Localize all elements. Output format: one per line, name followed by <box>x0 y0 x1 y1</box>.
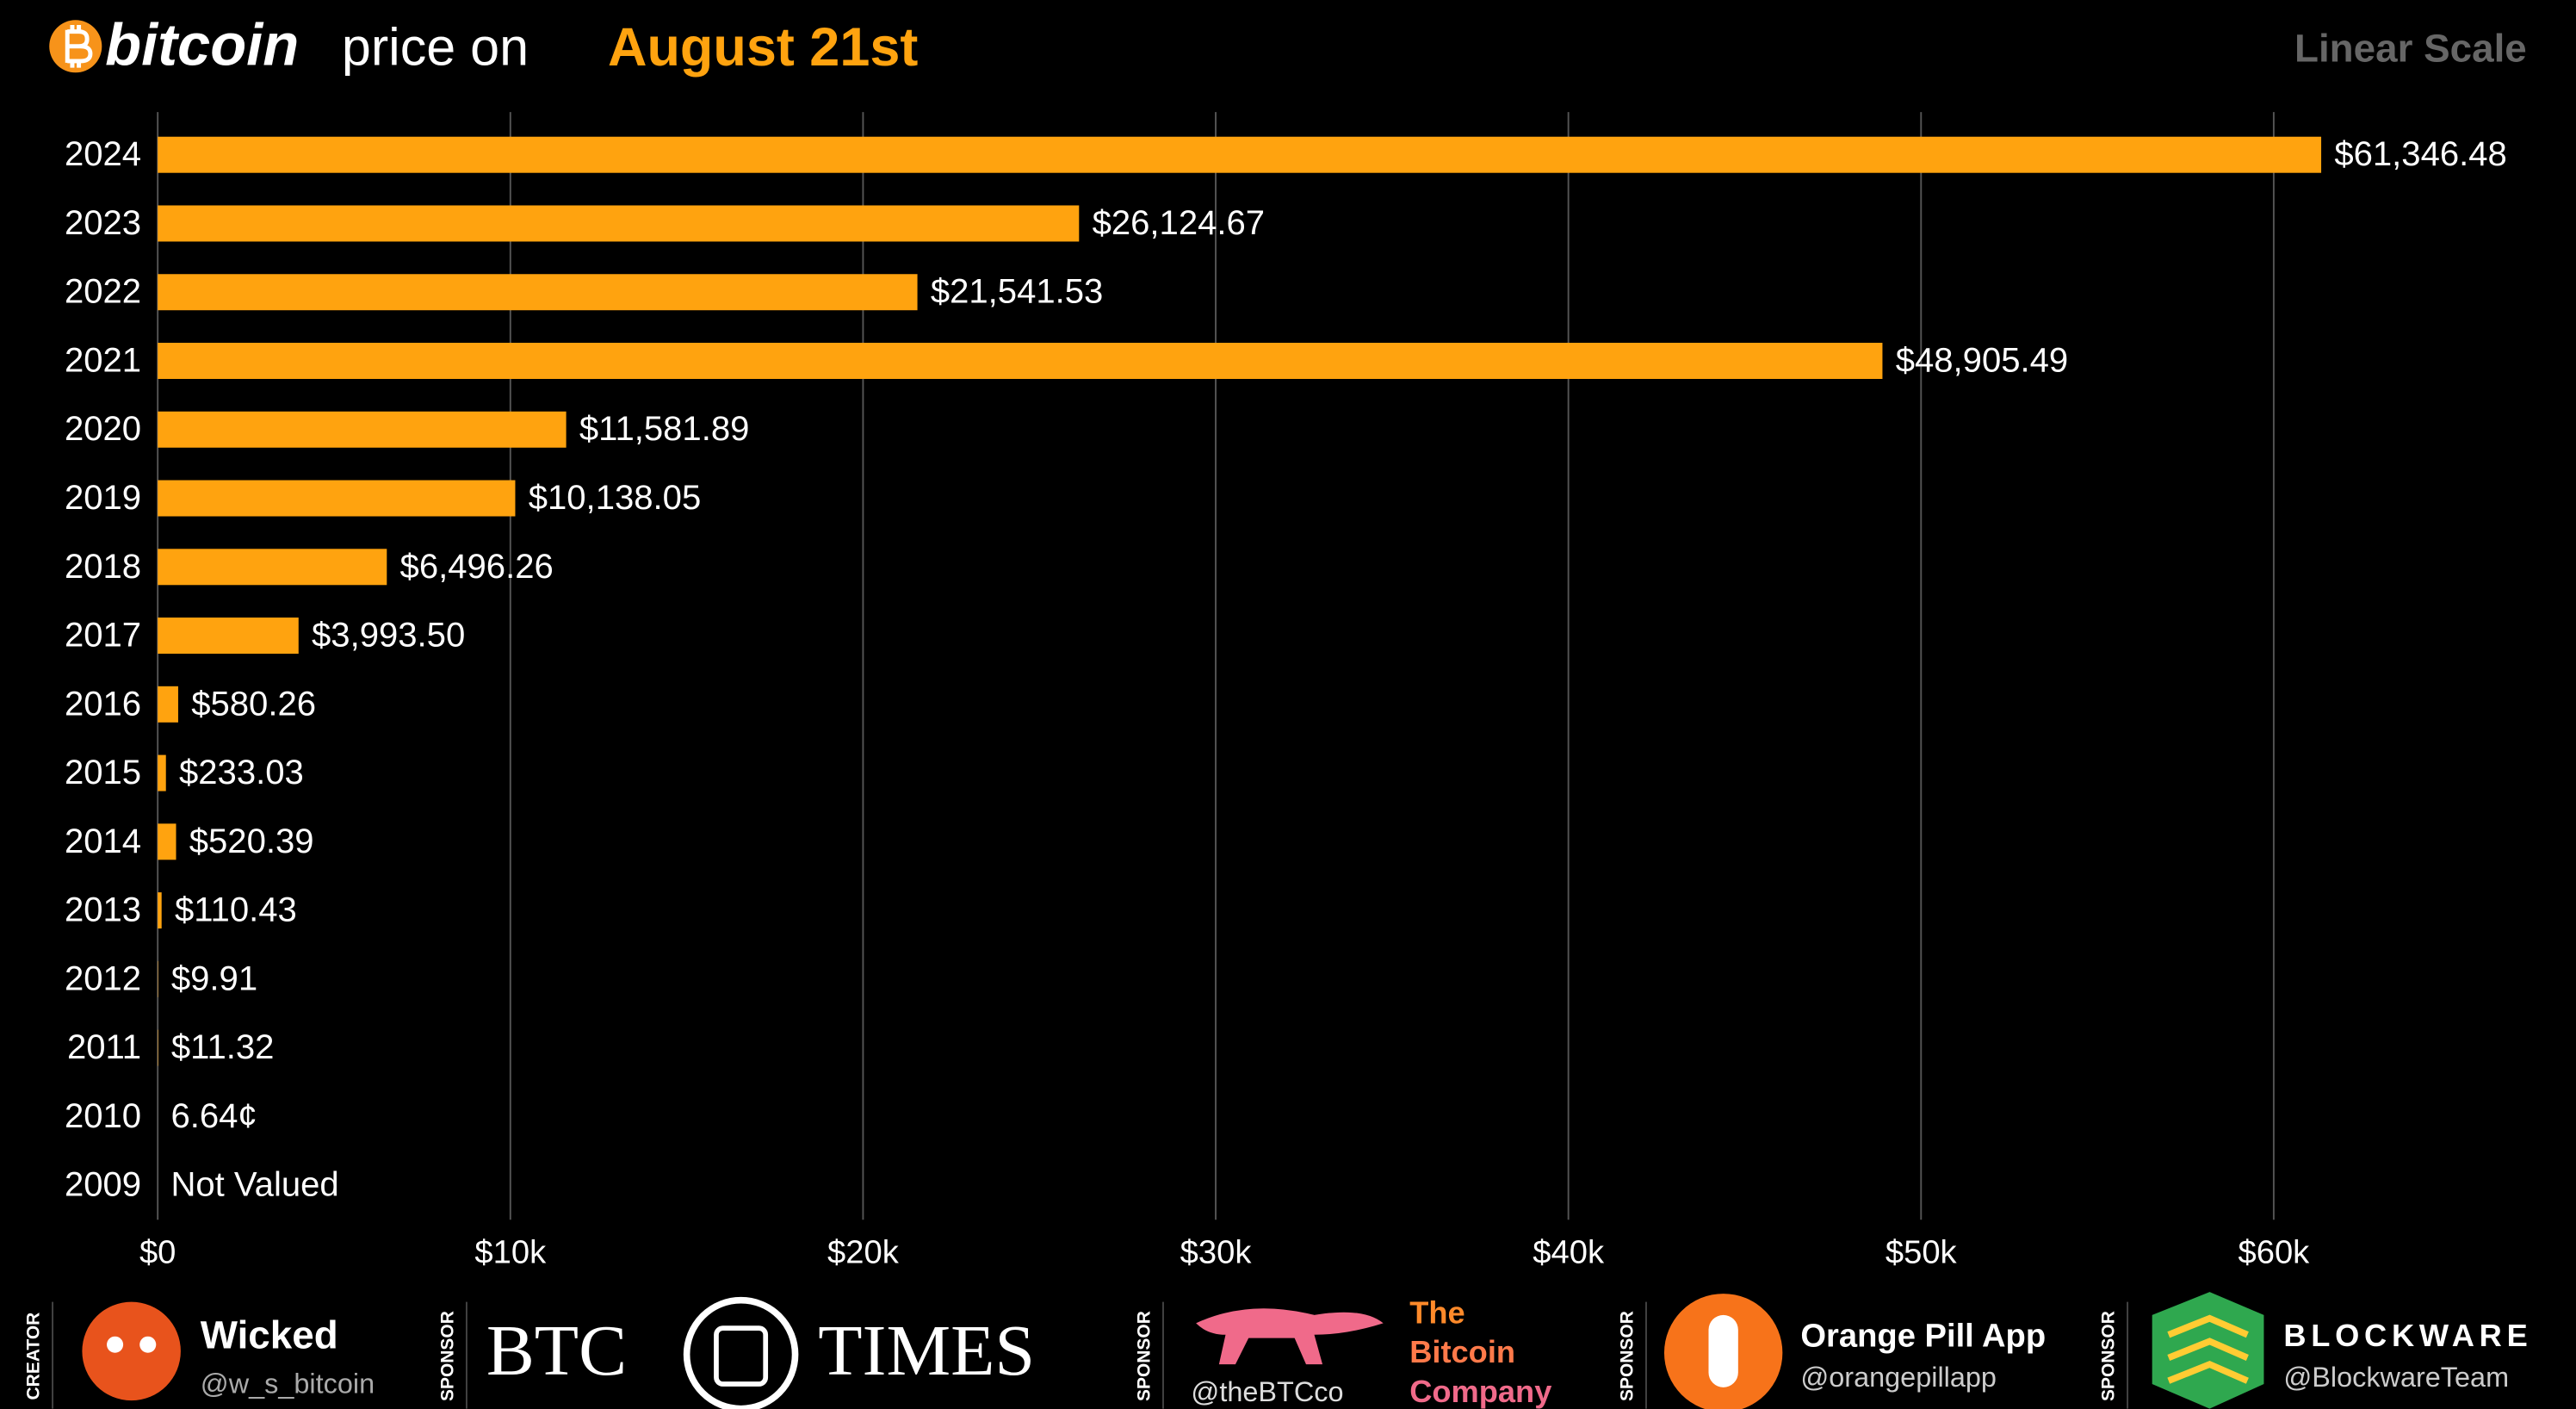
bar <box>158 823 176 860</box>
role-label: SPONSOR <box>1135 1311 1155 1401</box>
bar <box>158 549 387 586</box>
creator-avatar <box>82 1301 181 1401</box>
bar <box>158 136 2322 173</box>
value-label: $48,905.49 <box>1896 341 2069 379</box>
sponsor-name: The <box>1409 1294 1464 1330</box>
bar <box>158 205 1080 242</box>
y-tick-label: 2015 <box>65 754 141 791</box>
chart-title: price on <box>342 18 529 77</box>
x-tick-label: $10k <box>474 1233 547 1270</box>
y-tick-label: 2020 <box>65 410 141 448</box>
creator-name: Wicked <box>201 1313 338 1357</box>
sponsor-logo <box>2152 1292 2264 1409</box>
y-tick-label: 2014 <box>65 822 141 860</box>
sponsor-logo-pill <box>1708 1314 1738 1387</box>
role-label: CREATOR <box>24 1313 44 1400</box>
y-tick-label: 2011 <box>67 1028 141 1066</box>
x-tick-label: $30k <box>1180 1233 1253 1270</box>
sponsor-logo <box>1196 1308 1384 1365</box>
y-tick-label: 2022 <box>65 273 141 311</box>
bar <box>158 343 1883 379</box>
role-label: SPONSOR <box>437 1311 457 1401</box>
x-tick-label: $60k <box>2239 1233 2311 1270</box>
y-tick-label: 2017 <box>65 617 141 655</box>
value-label: $11.32 <box>171 1028 275 1066</box>
sponsor-name: Orange Pill App <box>1800 1318 2046 1355</box>
value-label: $11,581.89 <box>579 410 750 448</box>
bar <box>158 618 299 655</box>
y-tick-label: 2016 <box>65 685 141 723</box>
x-tick-label: $0 <box>139 1233 176 1270</box>
y-tick-label: 2024 <box>65 135 141 173</box>
y-tick-label: 2019 <box>65 479 141 517</box>
value-label: $26,124.67 <box>1093 204 1266 242</box>
bar <box>158 686 178 723</box>
bitcoin-logo-glyph <box>65 24 93 68</box>
value-label: $9.91 <box>171 959 257 997</box>
y-tick-label: 2018 <box>65 548 141 586</box>
value-label: $580.26 <box>191 685 316 723</box>
value-label: $61,346.48 <box>2334 135 2507 173</box>
y-tick-label: 2023 <box>65 204 141 242</box>
value-label: $520.39 <box>189 822 314 860</box>
value-label: $10,138.05 <box>529 479 702 517</box>
role-label: SPONSOR <box>1618 1311 1638 1401</box>
sponsor-handle: @orangepillapp <box>1800 1362 1997 1393</box>
value-label: $3,993.50 <box>312 617 465 655</box>
value-label: 6.64¢ <box>170 1097 257 1135</box>
plot: $0 $10k $20k $30k $40k $50k $60k 2024 $61,346.48… <box>65 112 2507 1270</box>
sponsor-name: TIMES <box>818 1311 1035 1391</box>
x-tick-label: $20k <box>827 1233 900 1270</box>
y-tick-label: 2013 <box>65 891 141 929</box>
avatar-eye <box>139 1336 157 1353</box>
x-tick-label: $40k <box>1533 1233 1605 1270</box>
bar <box>158 754 166 791</box>
y-tick-label: 2012 <box>65 959 141 997</box>
bar <box>158 480 516 517</box>
value-label: $6,496.26 <box>400 548 554 586</box>
creator-handle: @w_s_bitcoin <box>201 1368 375 1399</box>
value-label: Not Valued <box>170 1166 338 1204</box>
sponsor-name: Company <box>1409 1374 1551 1409</box>
value-label: $21,541.53 <box>931 273 1104 311</box>
chart-date: August 21st <box>608 17 918 78</box>
sponsor-emblem <box>714 1325 769 1387</box>
value-label: $233.03 <box>179 754 304 791</box>
sponsor-name: BTC <box>486 1311 627 1391</box>
scale-annotation: Linear Scale <box>2294 27 2527 71</box>
y-tick-label: 2021 <box>65 341 141 379</box>
bar <box>158 274 918 311</box>
y-tick-label: 2010 <box>65 1097 141 1135</box>
bar <box>158 892 162 929</box>
sponsor-logo <box>2167 1314 2249 1384</box>
sponsor-handle: @BlockwareTeam <box>2283 1362 2509 1393</box>
sponsor-name: Bitcoin <box>1409 1334 1515 1369</box>
sponsor-name: BLOCKWARE <box>2283 1318 2532 1353</box>
bar <box>158 411 567 448</box>
role-label: SPONSOR <box>2099 1311 2119 1401</box>
brand: bitcoin <box>105 12 299 78</box>
footer: CREATOR Wicked @w_s_bitcoin SPONSOR BTC … <box>24 1292 2532 1409</box>
value-label: $110.43 <box>175 891 297 929</box>
sponsor-handle: @theBTCco <box>1191 1376 1343 1407</box>
avatar-eye <box>107 1336 124 1353</box>
x-tick-label: $50k <box>1886 1233 1958 1270</box>
y-tick-label: 2009 <box>65 1166 141 1204</box>
